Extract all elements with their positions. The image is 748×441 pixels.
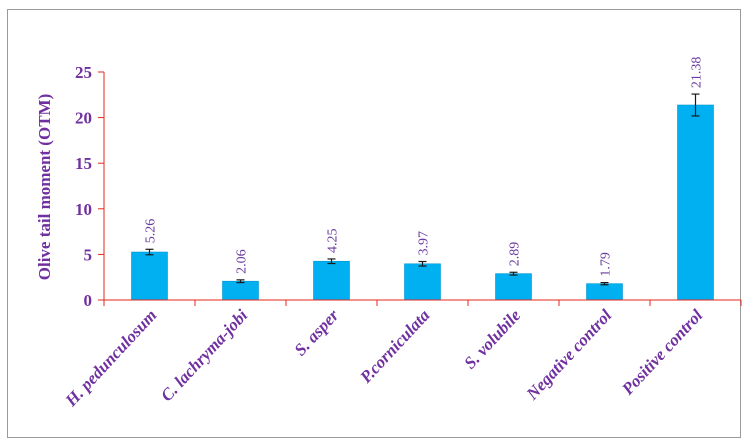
y-tick-label: 20: [75, 109, 92, 128]
error-bar-7: [691, 93, 700, 117]
bar-2: [222, 280, 259, 301]
value-label-2: 2.06: [235, 249, 250, 274]
axis-layer: [98, 71, 742, 306]
bar-5: [495, 273, 532, 301]
value-label-5: 2.89: [508, 242, 523, 267]
error-bar-2: [236, 279, 245, 284]
value-label-6: 1.79: [599, 252, 614, 277]
value-label-4: 3.97: [417, 231, 432, 256]
y-axis-title: Olive tail moment (OTM): [35, 94, 54, 281]
bar-1: [131, 251, 168, 301]
error-bar-4: [418, 260, 427, 267]
error-bar-5: [509, 271, 518, 276]
bar-4: [404, 263, 441, 301]
error-bar-1: [145, 248, 154, 256]
error-bar-3: [327, 258, 336, 265]
chart-border: [7, 9, 741, 438]
bar-6: [586, 283, 623, 301]
y-tick-label: 0: [84, 291, 93, 310]
value-label-3: 4.25: [326, 228, 341, 253]
bar-3: [313, 260, 350, 301]
y-tick-label: 25: [75, 63, 92, 82]
error-bar-6: [600, 281, 609, 286]
bar-7: [677, 104, 714, 301]
y-tick-label: 10: [75, 200, 92, 219]
bars-layer: [131, 93, 714, 301]
y-tick-label: 5: [84, 245, 93, 264]
value-label-7: 21.38: [690, 57, 705, 89]
y-tick-label: 15: [75, 154, 92, 173]
value-label-1: 5.26: [144, 219, 159, 244]
